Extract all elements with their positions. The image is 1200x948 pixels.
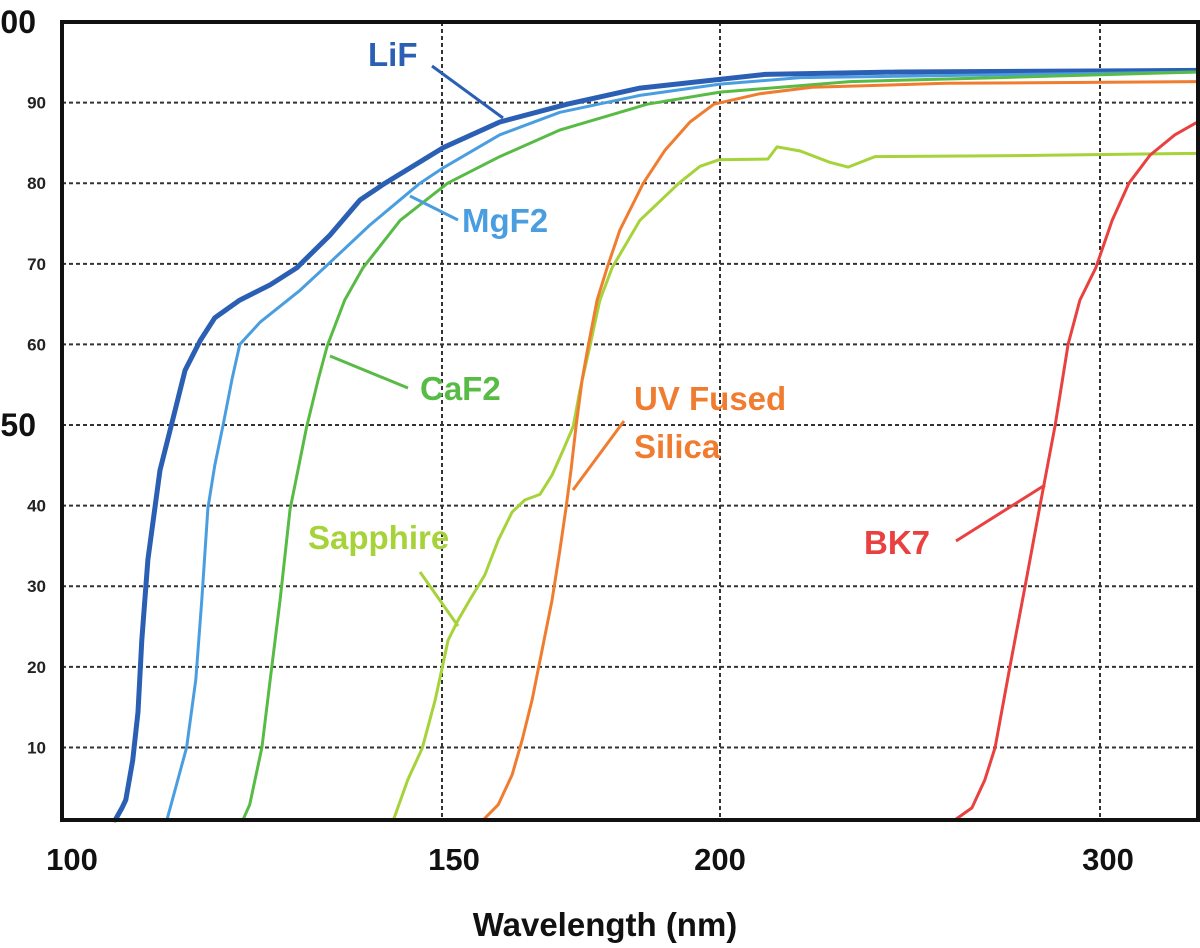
series-line-sapphire — [391, 145, 1198, 822]
y-tick-label: 40 — [27, 497, 46, 516]
plot-frame — [60, 20, 1200, 822]
label-mgf2: MgF2 — [462, 202, 548, 239]
y-tick-label: 90 — [27, 94, 46, 113]
series-line-caf2 — [241, 70, 1200, 822]
label-sapphire: Sapphire — [308, 519, 449, 556]
label-bk7: BK7 — [864, 524, 930, 561]
y-tick-label: 80 — [27, 174, 46, 193]
leader-line-lif — [431, 64, 504, 120]
series-group — [112, 67, 1200, 823]
series-line-mgf2 — [165, 70, 1200, 822]
series-line-uv-fused-silica — [481, 80, 1198, 822]
series-line-bk7 — [953, 121, 1198, 822]
y-tick-label: 50 — [0, 407, 36, 443]
y-tick-label: 30 — [27, 577, 46, 596]
x-tick-label: 200 — [694, 842, 746, 877]
leader-line-bk7 — [955, 483, 1046, 543]
label-uv-fused-silica-line1: UV Fused — [634, 380, 786, 417]
y-tick-label: 20 — [27, 658, 46, 677]
x-tick-label: 300 — [1082, 842, 1134, 877]
label-caf2: CaF2 — [420, 370, 501, 407]
x-axis-label: Wavelength (nm) — [473, 906, 738, 943]
label-lif: LiF — [368, 36, 417, 73]
y-tick-label: 10 — [27, 738, 46, 757]
y-tick-label: 60 — [27, 335, 46, 354]
series-line-lif — [112, 67, 1200, 823]
leader-line-caf2 — [329, 354, 409, 390]
y-tick-label: 00 — [0, 4, 36, 40]
label-uv-fused-silica-line2: Silica — [634, 428, 721, 465]
x-tick-label: 100 — [46, 842, 98, 877]
leader-line-mgf2 — [409, 194, 459, 222]
grid-lines — [62, 22, 1198, 820]
y-tick-labels: 00 90 80 70 60 50 40 30 20 10 — [0, 4, 46, 757]
leader-line-sapphire — [418, 571, 460, 627]
annotation-leaders — [329, 64, 1046, 627]
y-tick-label: 70 — [27, 255, 46, 274]
leader-line-uv-fused-silica — [571, 420, 626, 491]
x-tick-labels: 100 150 200 300 — [46, 842, 1134, 877]
x-tick-label: 150 — [428, 842, 480, 877]
